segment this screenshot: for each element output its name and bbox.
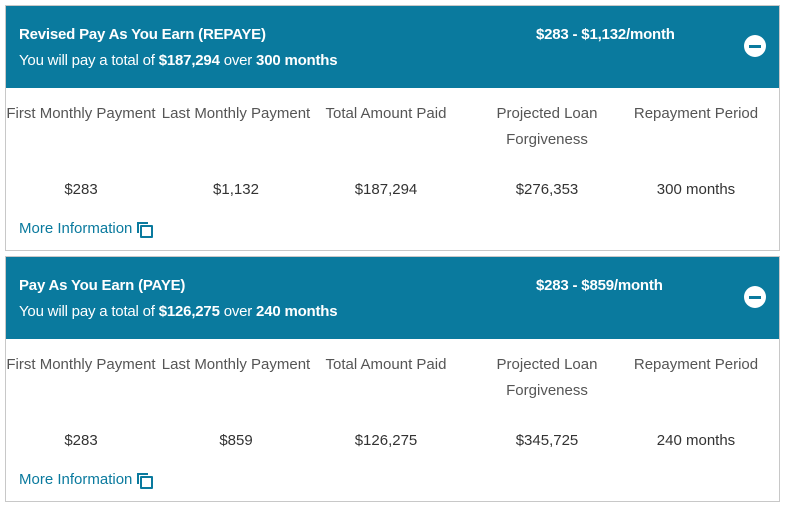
monthly-range: $283 - $859/month <box>536 277 663 294</box>
detail-value: $283 <box>64 432 98 449</box>
more-information-link[interactable]: More Information <box>19 471 154 489</box>
detail-value: $345,725 <box>515 432 579 449</box>
detail-label: First Monthly Payment <box>6 105 156 122</box>
detail-label: Total Amount Paid <box>325 105 447 122</box>
detail-label: Projected Loan Forgiveness <box>496 356 598 399</box>
summary-prefix: You will pay a total of <box>19 303 155 320</box>
plan-summary: You will pay a total of $126,275 over 24… <box>19 303 338 320</box>
detail-label: Repayment Period <box>633 356 759 373</box>
plan-card-repaye: Revised Pay As You Earn (REPAYE) You wil… <box>5 5 780 251</box>
plan-summary: You will pay a total of $187,294 over 30… <box>19 52 338 69</box>
plan-name: Pay As You Earn (PAYE) <box>19 277 186 294</box>
plan-header[interactable]: Pay As You Earn (PAYE) You will pay a to… <box>6 257 779 339</box>
detail-value: $283 <box>64 181 98 198</box>
detail-value: 300 months <box>656 181 736 198</box>
detail-value: $126,275 <box>354 432 418 449</box>
detail-value: $276,353 <box>515 181 579 198</box>
detail-label: Last Monthly Payment <box>161 356 311 373</box>
minus-circle-icon[interactable] <box>744 286 766 308</box>
minus-circle-icon[interactable] <box>744 35 766 57</box>
plan-details: First Monthly Payment $283 Last Monthly … <box>6 339 779 501</box>
monthly-range: $283 - $1,132/month <box>536 26 675 43</box>
summary-prefix: You will pay a total of <box>19 52 155 69</box>
detail-label: Projected Loan Forgiveness <box>496 105 598 148</box>
summary-total: $126,275 <box>158 303 220 320</box>
copy-icon <box>137 221 154 238</box>
plan-details: First Monthly Payment $283 Last Monthly … <box>6 88 779 250</box>
detail-value: $859 <box>219 432 253 449</box>
detail-label: Repayment Period <box>633 105 759 122</box>
copy-icon <box>137 472 154 489</box>
plan-name: Revised Pay As You Earn (REPAYE) <box>19 26 266 43</box>
summary-months: 240 months <box>256 303 338 320</box>
more-information-label: More Information <box>19 220 133 237</box>
more-information-label: More Information <box>19 471 133 488</box>
detail-value: $1,132 <box>213 181 259 198</box>
more-information-link[interactable]: More Information <box>19 220 154 238</box>
summary-mid: over <box>223 52 253 69</box>
plan-header[interactable]: Revised Pay As You Earn (REPAYE) You wil… <box>6 6 779 88</box>
summary-months: 300 months <box>256 52 338 69</box>
detail-value: 240 months <box>656 432 736 449</box>
detail-value: $187,294 <box>354 181 418 198</box>
summary-total: $187,294 <box>158 52 220 69</box>
summary-mid: over <box>223 303 253 320</box>
plan-card-paye: Pay As You Earn (PAYE) You will pay a to… <box>5 256 780 502</box>
detail-label: Total Amount Paid <box>325 356 447 373</box>
detail-label: Last Monthly Payment <box>161 105 311 122</box>
detail-label: First Monthly Payment <box>6 356 156 373</box>
